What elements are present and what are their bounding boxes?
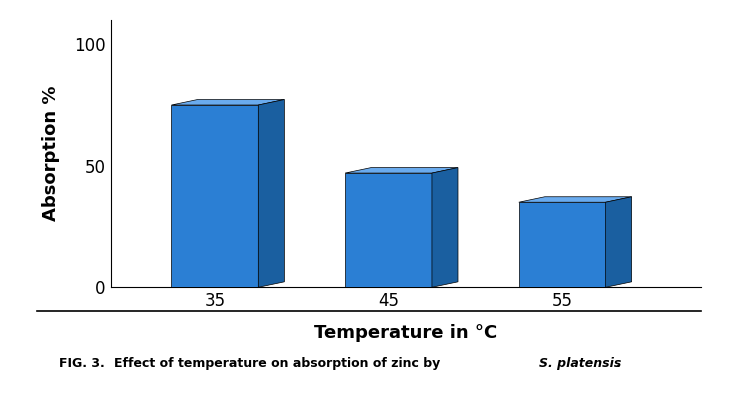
Polygon shape [519, 202, 606, 287]
Text: Effect of temperature on absorption of zinc by: Effect of temperature on absorption of z… [114, 357, 445, 369]
Polygon shape [171, 105, 258, 287]
Polygon shape [171, 99, 284, 105]
X-axis label: Temperature in °C: Temperature in °C [314, 324, 497, 342]
Polygon shape [606, 197, 632, 287]
Polygon shape [345, 168, 458, 173]
Polygon shape [258, 99, 284, 287]
Polygon shape [519, 197, 632, 202]
Text: .: . [616, 357, 621, 369]
Y-axis label: Absorption %: Absorption % [42, 86, 61, 221]
Polygon shape [432, 168, 458, 287]
Polygon shape [345, 173, 432, 287]
Text: S. platensis: S. platensis [539, 357, 621, 369]
Text: FIG. 3.: FIG. 3. [59, 357, 109, 369]
